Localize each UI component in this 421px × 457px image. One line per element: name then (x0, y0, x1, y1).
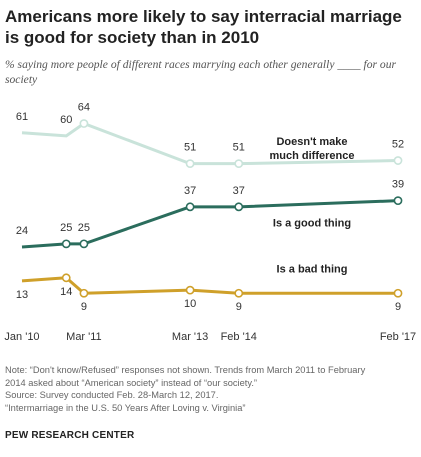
chart-notes: Note: “Don't know/Refused” responses not… (5, 364, 415, 414)
data-label: 39 (392, 179, 404, 191)
data-label: 64 (78, 102, 90, 114)
report-title-line: “Intermarriage in the U.S. 50 Years Afte… (5, 402, 246, 413)
series-label-is-a-good-thing: Is a good thing (273, 217, 351, 229)
data-point-marker (234, 202, 244, 212)
x-tick-label: Mar '11 (66, 331, 102, 343)
data-point-marker (393, 156, 403, 165)
x-tick-label: Mar '13 (172, 331, 208, 343)
x-tick-label: Feb '14 (221, 331, 257, 343)
data-point-marker (393, 288, 403, 298)
series-label-doesn-t-make-much-difference: Doesn't make (276, 136, 347, 148)
x-axis-ticks: Jan '10 Mar '11 Mar '13 Feb '14 Feb '17 (4, 331, 416, 343)
series-label-doesn-t-make-much-difference: much difference (270, 150, 355, 162)
series-label-is-a-bad-thing: Is a bad thing (277, 264, 348, 276)
data-label: 9 (236, 301, 242, 313)
data-point-marker (79, 119, 89, 128)
data-point-marker (185, 159, 195, 169)
data-point-marker (185, 202, 195, 212)
data-point-marker (185, 285, 195, 295)
x-tick-label: Jan '10 (4, 331, 39, 343)
series-markers (61, 119, 403, 298)
note-line: 2014 asked about “American society” inst… (5, 377, 258, 388)
data-label: 60 (60, 114, 72, 126)
data-label: 37 (184, 185, 196, 197)
x-tick-label: Feb '17 (380, 331, 416, 343)
data-point-marker (234, 288, 244, 298)
data-label: 52 (392, 139, 404, 151)
data-point-marker (61, 273, 71, 283)
data-point-marker (61, 239, 71, 249)
series-lines (21, 122, 399, 295)
series-labels: Doesn't make much difference Is a good thi… (270, 136, 355, 275)
data-point-marker (393, 196, 403, 206)
line-chart: 61 60 64 51 51 52 24 25 25 37 37 39 13 14 9 10 9 9 Doesn'… (4, 102, 416, 343)
data-label: 61 (16, 111, 28, 123)
data-label: 51 (184, 142, 196, 154)
note-line: Note: “Don't know/Refused” responses not… (5, 365, 366, 375)
chart-title: Americans more likely to say interracial… (5, 7, 402, 47)
data-label: 10 (184, 298, 196, 310)
data-label: 24 (16, 225, 28, 237)
data-label: 25 (60, 222, 72, 234)
data-point-marker (79, 239, 89, 249)
series-line-doesn-t-make-much-difference (21, 122, 399, 166)
chart-subtitle: % saying more people of different races … (5, 58, 397, 86)
data-label: 14 (60, 286, 72, 298)
data-label: 9 (81, 301, 87, 313)
data-label: 9 (395, 301, 401, 313)
data-labels: 61 60 64 51 51 52 24 25 25 37 37 39 13 14 9 10 9 9 (16, 102, 404, 314)
data-label: 25 (78, 222, 90, 234)
series-line-is-a-bad-thing (21, 276, 398, 295)
source-org: PEW RESEARCH CENTER (5, 430, 135, 441)
data-point-marker (79, 288, 89, 298)
data-label: 13 (16, 289, 28, 301)
source-line: Source: Survey conducted Feb. 28-March 1… (5, 390, 219, 401)
data-point-marker (234, 159, 244, 169)
data-label: 51 (233, 142, 245, 154)
data-label: 37 (233, 185, 245, 197)
series-line-is-a-good-thing (21, 199, 399, 249)
